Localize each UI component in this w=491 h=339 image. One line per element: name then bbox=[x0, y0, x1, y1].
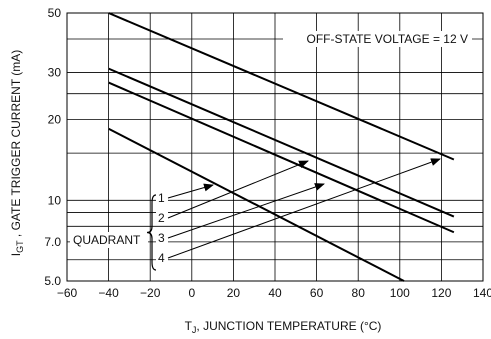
x-tick-label: 140 bbox=[473, 286, 491, 300]
off-state-voltage-annotation: OFF-STATE VOLTAGE = 12 V bbox=[307, 32, 468, 46]
quadrant-brace bbox=[146, 194, 157, 271]
x-axis-title-rest: , JUNCTION TEMPERATURE (°C) bbox=[196, 319, 381, 333]
arrow-quadrant-1 bbox=[167, 183, 214, 199]
y-tick-label: 30 bbox=[48, 65, 62, 79]
x-tick-label: 20 bbox=[227, 286, 241, 300]
y-tick-label: 20 bbox=[48, 113, 62, 127]
quadrant-number-background bbox=[156, 251, 168, 265]
series-line-quadrant-1 bbox=[108, 12, 455, 161]
quadrant-number-background bbox=[156, 211, 168, 225]
x-tick-label: 120 bbox=[431, 286, 451, 300]
y-tick-label: 7.0 bbox=[44, 235, 61, 249]
series-line-quadrant-3 bbox=[108, 81, 455, 234]
quadrant-number-2: 2 bbox=[158, 211, 165, 225]
x-tick-label: 40 bbox=[268, 286, 282, 300]
y-tick-label: 5.0 bbox=[44, 274, 61, 288]
annotation-background bbox=[283, 30, 472, 47]
x-tick-label: 0 bbox=[188, 286, 195, 300]
arrow-quadrant-3 bbox=[167, 183, 325, 239]
x-axis-title-main: T bbox=[185, 319, 193, 333]
x-axis-title-subscript: J bbox=[192, 325, 197, 335]
quadrant-number-background bbox=[156, 191, 168, 205]
y-tick-label: 50 bbox=[48, 6, 62, 20]
tick-labels: −60 −40 −20 0 20 40 60 80 100 120 140 5.0 7.0 10 20 30 5… bbox=[44, 6, 491, 300]
x-tick-label: −20 bbox=[140, 286, 161, 300]
quadrant-number-1: 1 bbox=[158, 191, 165, 205]
x-tick-label: 100 bbox=[390, 286, 410, 300]
plot-frame bbox=[66, 12, 484, 282]
quadrant-number-labels: 1 2 3 4 bbox=[156, 191, 168, 265]
x-tick-label: −60 bbox=[57, 286, 78, 300]
quadrant-label-background bbox=[70, 232, 148, 248]
quadrant-label: QUADRANT bbox=[73, 233, 141, 247]
series-lines bbox=[108, 12, 455, 282]
y-axis-title-subscript: GT bbox=[15, 240, 25, 253]
x-tick-label: 80 bbox=[352, 286, 366, 300]
x-tick-label: −40 bbox=[98, 286, 119, 300]
arrow-quadrant-4 bbox=[167, 158, 441, 259]
series-line-quadrant-2 bbox=[108, 67, 455, 218]
y-axis-title-rest: , GATE TRIGGER CURRENT (mA) bbox=[9, 50, 23, 241]
quadrant-number-background bbox=[156, 231, 168, 245]
quadrant-arrows bbox=[167, 158, 441, 259]
quadrant-number-3: 3 bbox=[158, 231, 165, 245]
y-tick-label: 10 bbox=[48, 193, 62, 207]
quadrant-number-4: 4 bbox=[158, 251, 165, 265]
x-axis-title: TJ, JUNCTION TEMPERATURE (°C) bbox=[185, 319, 382, 335]
y-axis-title-main: I bbox=[9, 253, 23, 256]
arrow-quadrant-2 bbox=[167, 160, 309, 219]
y-axis-title: IGT , GATE TRIGGER CURRENT (mA) bbox=[9, 50, 25, 257]
series-line-quadrant-4 bbox=[108, 127, 405, 282]
x-tick-label: 60 bbox=[310, 286, 324, 300]
